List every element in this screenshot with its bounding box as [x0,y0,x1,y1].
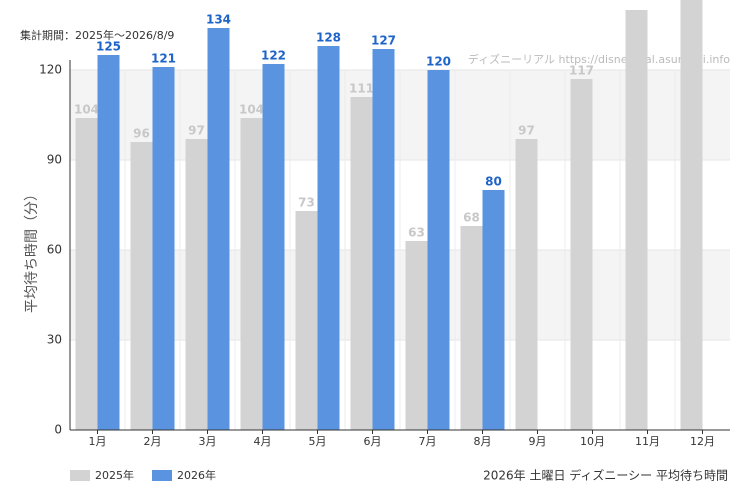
x-tick-label: 12月 [690,435,715,448]
bar [372,49,395,430]
bar [460,226,483,430]
data-label: 120 [426,55,451,69]
y-tick-label: 60 [47,243,62,257]
bar [515,139,538,430]
data-label: 125 [96,40,121,54]
data-label: 104 [239,103,264,117]
x-tick-label: 2月 [144,435,162,448]
data-label: 73 [298,196,315,210]
bar [97,55,120,430]
x-tick-label: 6月 [364,435,382,448]
bar [680,0,703,430]
x-tick-label: 1月 [89,435,107,448]
bar [75,118,98,430]
bar [295,211,318,430]
y-tick-label: 0 [54,423,62,437]
data-label: 68 [463,211,480,225]
data-label: 127 [371,34,396,48]
legend-swatch [70,470,90,481]
data-label: 134 [206,13,231,27]
bar [427,70,450,430]
legend-label: 2025年 [95,468,134,482]
watermark: ディズニーリアル https://disneyreal.asumirai.inf… [468,52,730,66]
bar [350,97,373,430]
y-tick-label: 30 [47,333,62,347]
bar [482,190,505,430]
bar [240,118,263,430]
bar [625,10,648,430]
bar [130,142,153,430]
y-tick-label: 90 [47,153,62,167]
y-axis-label: 平均待ち時間（分） [24,187,40,313]
data-label: 111 [349,82,374,96]
x-tick-label: 5月 [309,435,327,448]
bar [262,64,285,430]
data-label: 121 [151,52,176,66]
x-tick-label: 11月 [635,435,660,448]
x-tick-label: 7月 [419,435,437,448]
bar [317,46,340,430]
bar [405,241,428,430]
data-label: 104 [74,103,99,117]
data-label: 128 [316,31,341,45]
data-label: 80 [485,175,502,189]
legend-label: 2026年 [177,468,216,482]
x-tick-label: 8月 [474,435,492,448]
bar [152,67,175,430]
bar [570,79,593,430]
data-label: 122 [261,49,286,63]
subtitle: 集計期間：2025年～2026/8/9 [20,28,174,42]
data-label: 97 [188,124,205,138]
x-tick-label: 4月 [254,435,272,448]
x-tick-label: 10月 [580,435,605,448]
data-label: 117 [569,64,594,78]
data-label: 63 [408,226,425,240]
y-tick-label: 120 [39,63,62,77]
bar [185,139,208,430]
bar [207,28,230,430]
data-label: 96 [133,127,150,141]
x-tick-label: 9月 [529,435,547,448]
x-tick-label: 3月 [199,435,217,448]
legend-swatch [152,470,172,481]
caption: 2026年 土曜日 ディズニーシー 平均待ち時間 [483,468,728,483]
data-label: 97 [518,124,535,138]
